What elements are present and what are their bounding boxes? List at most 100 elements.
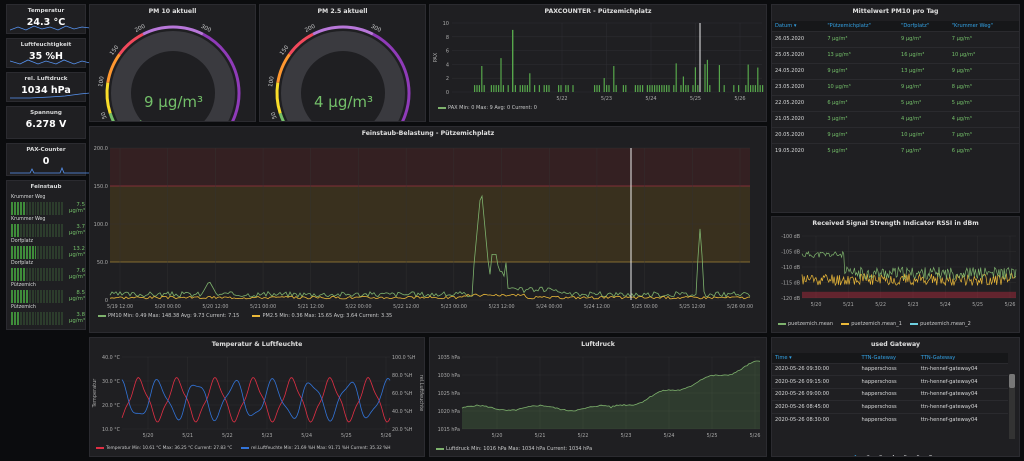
table-cell: happerschoss xyxy=(858,362,918,376)
rssi-series-line xyxy=(801,272,1017,287)
gauge-pm10-panel[interactable]: PM 10 aktuell 050100150200300500 9 µg/m³ xyxy=(89,4,256,122)
gauge-tick-label: 150 xyxy=(279,44,290,57)
x-tick-label: 5/20 xyxy=(143,433,154,439)
pax-bar xyxy=(625,85,627,92)
column-header[interactable]: "Dorfplatz" xyxy=(898,21,949,31)
table-cell: 7 µg/m³ xyxy=(948,30,1019,47)
y-tick-label-right: 80.0 %H xyxy=(392,373,413,379)
panel-title: Received Signal Strength Indicator RSSI … xyxy=(812,220,979,227)
y-tick-label: 6 xyxy=(446,49,449,55)
column-header[interactable]: "Krummer Weg" xyxy=(948,21,1019,31)
table-row: 25.05.2020 13 µg/m³ 16 µg/m³ 10 µg/m³ xyxy=(772,46,1019,63)
pax-bar xyxy=(483,85,485,92)
page-link[interactable]: 3 xyxy=(879,455,882,456)
stat-spannung[interactable]: Spannung 6.278 V xyxy=(6,106,86,139)
column-header[interactable]: TTN-Gateway xyxy=(917,353,1008,363)
pax-bar xyxy=(608,85,610,92)
stat-luftdruck[interactable]: rel. Luftdruck 1034 hPa xyxy=(6,72,90,102)
table-cell: 22.05.2020 xyxy=(772,94,825,111)
gauge-threshold-arc xyxy=(142,25,204,36)
rssi-panel[interactable]: Received Signal Strength Indicator RSSI … xyxy=(771,216,1020,333)
y-tick-label: 1015 hPa xyxy=(438,427,460,433)
column-header[interactable]: "Pützemichplatz" xyxy=(824,21,899,31)
feinstaub-row-value: 7.6 µg/m³ xyxy=(68,268,85,280)
x-tick-label: 5/23 12:00 xyxy=(488,304,514,310)
stat-paxcounter[interactable]: PAX-Counter 0 xyxy=(6,143,90,176)
y-tick-label: -115 dB xyxy=(781,281,800,287)
y-tick-label: 1035 hPa xyxy=(438,355,460,361)
pax-bar xyxy=(692,85,694,92)
pax-bar xyxy=(634,85,636,92)
paxcounter-panel[interactable]: PAXCOUNTER - Pützemichplatz 10 8 6 4 2 0 PAX 5/… xyxy=(429,4,767,122)
pax-bar xyxy=(493,85,495,92)
table-header: Datum ▾ "Pützemichplatz" "Dorfplatz" "Krumm… xyxy=(772,21,1019,31)
y-tick-label: 1020 hPa xyxy=(438,409,460,415)
luftdruck-chart-panel[interactable]: Luftdruck 1035 hPa 1030 hPa 1025 hPa 1020 h… xyxy=(429,337,767,457)
column-header[interactable]: Time ▾ xyxy=(772,353,859,363)
table-cell: 13 µg/m³ xyxy=(824,46,899,63)
y-tick-label: 40.0 °C xyxy=(102,355,121,361)
table-cell: ttn-hennef-gateway04 xyxy=(917,362,1008,376)
gauge-threshold-arc xyxy=(108,112,115,121)
feinstaub-level-bar xyxy=(11,312,63,325)
stat-label: rel. Luftdruck xyxy=(24,76,68,82)
table-cell: 5 µg/m³ xyxy=(948,94,1019,111)
table-cell: 9 µg/m³ xyxy=(824,62,899,79)
page-link[interactable]: 6 xyxy=(916,455,919,456)
x-tick-label: 5/23 xyxy=(621,433,632,439)
gauge-track xyxy=(111,31,235,121)
page-link[interactable]: 4 xyxy=(891,455,894,456)
pax-bar xyxy=(706,59,708,92)
threshold-band-red xyxy=(110,148,750,186)
pax-bar xyxy=(615,85,617,92)
stat-luftfeuchtigkeit[interactable]: Luftfeuchtigkeit 35 %H xyxy=(6,38,90,68)
mittelwert-panel[interactable]: Mittelwert PM10 pro Tag Datum ▾ "Pützemic… xyxy=(771,4,1020,213)
table-cell: 20.05.2020 xyxy=(772,126,825,143)
y-tick-label: 2 xyxy=(446,76,449,82)
pax-bar xyxy=(752,85,754,92)
table-row: 2020-05-26 08:30:00 happerschoss ttn-henne… xyxy=(772,412,1008,426)
pax-bar xyxy=(500,58,502,92)
x-tick-label: 5/20 00:00 xyxy=(155,304,181,310)
gateway-panel[interactable]: used Gateway Time ▾ TTN-Gateway TTN-Gatewa… xyxy=(771,337,1020,457)
table-cell: 7 µg/m³ xyxy=(898,142,949,159)
gauge-tick-label: 300 xyxy=(200,24,213,34)
y-tick-label: 50.0 xyxy=(97,260,108,266)
temperatur-chart-panel[interactable]: Temperatur & Luftfeuchte 40.0 °C 30.0 °C 2… xyxy=(89,337,425,457)
pagination: 1 2 3 4 5 6 7 xyxy=(854,444,941,456)
page-link[interactable]: 7 xyxy=(929,455,932,456)
gauge-pm25-panel[interactable]: PM 2.5 aktuell 050100150200300500 4 µg/m… xyxy=(259,4,426,122)
x-tick-label: 5/22 xyxy=(875,302,886,308)
column-header[interactable]: Datum ▾ xyxy=(772,21,825,31)
pax-bar xyxy=(522,85,524,92)
table-cell: 9 µg/m³ xyxy=(948,62,1019,79)
column-header[interactable]: TTN-Gateway xyxy=(858,353,918,363)
table-row: 2020-05-26 08:45:00 happerschoss ttn-henne… xyxy=(772,400,1008,413)
page-link[interactable]: 5 xyxy=(904,455,907,456)
x-tick-label: 5/19 12:00 xyxy=(107,304,133,310)
gauge-tick-label: 50 xyxy=(270,111,278,120)
page-link[interactable]: 1 xyxy=(854,455,857,456)
feinstaub-chart-panel[interactable]: Feinstaub-Belastung - Pützemichplatz 200… xyxy=(89,126,767,333)
stat-label: Luftfeuchtigkeit xyxy=(20,42,72,48)
stat-temperatur[interactable]: Temperatur 24.3 °C xyxy=(6,4,90,34)
table-cell: 3 µg/m³ xyxy=(824,110,899,127)
pax-bar xyxy=(637,85,639,92)
y-tick-label-right: 40.0 %H xyxy=(392,409,413,415)
table-cell: 25.05.2020 xyxy=(772,46,825,63)
table-cell: 5 µg/m³ xyxy=(898,94,949,111)
table-cell: 8 µg/m³ xyxy=(948,78,1019,95)
gauge-tick-label: 200 xyxy=(304,24,317,34)
pax-bar xyxy=(476,85,478,92)
table-cell: 9 µg/m³ xyxy=(824,126,899,143)
table-cell: 19.05.2020 xyxy=(772,142,825,159)
x-tick-label: 5/22 12:00 xyxy=(393,304,419,310)
gauge-threshold-arc xyxy=(106,53,121,83)
pax-bar xyxy=(666,85,668,92)
x-tick-label: 5/22 xyxy=(578,433,589,439)
page-link[interactable]: 2 xyxy=(866,455,869,456)
y-tick-label: 0 xyxy=(446,90,449,96)
scrollbar[interactable] xyxy=(1009,374,1015,439)
table-cell: happerschoss xyxy=(858,375,918,388)
pax-bar xyxy=(507,85,509,92)
